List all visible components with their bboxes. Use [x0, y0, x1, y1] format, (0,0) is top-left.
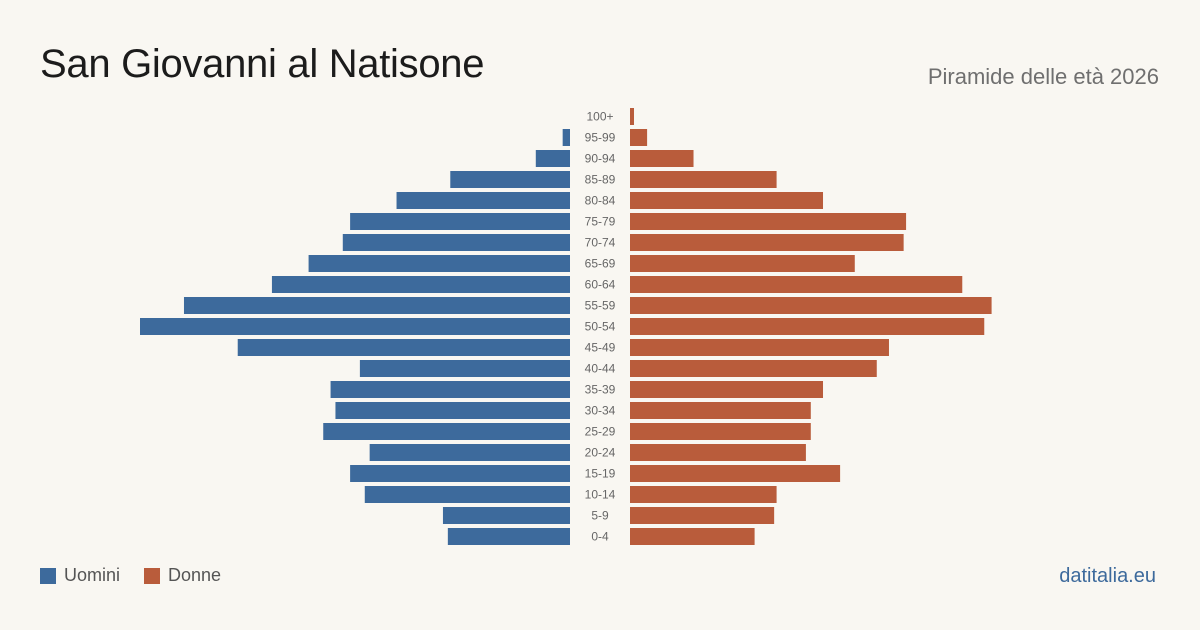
bar-women-15-19	[630, 465, 841, 482]
bar-women-25-29	[630, 423, 811, 440]
bar-men-0-4	[447, 528, 570, 545]
bar-women-35-39	[630, 381, 824, 398]
page-title: San Giovanni al Natisone	[40, 42, 485, 86]
bar-men-70-74	[342, 234, 570, 251]
bar-women-75-79	[630, 213, 907, 230]
age-group-label: 45-49	[585, 341, 616, 355]
bar-women-95-99	[630, 129, 648, 146]
legend-item-men: Uomini	[40, 565, 120, 586]
age-group-label: 5-9	[591, 509, 609, 523]
bar-men-30-34	[335, 402, 570, 419]
bar-women-5-9	[630, 507, 775, 524]
bar-men-40-44	[359, 360, 570, 377]
bar-women-50-54	[630, 318, 985, 335]
age-group-label: 60-64	[585, 278, 616, 292]
bar-women-45-49	[630, 339, 889, 356]
legend-swatch-women	[144, 567, 161, 584]
bar-men-5-9	[442, 507, 570, 524]
bar-men-75-79	[350, 213, 570, 230]
age-group-label: 70-74	[585, 236, 616, 250]
age-group-label: 40-44	[585, 362, 616, 376]
age-group-label: 20-24	[585, 446, 616, 460]
bar-women-60-64	[630, 276, 963, 293]
chart-subtitle: Piramide delle età 2026	[927, 64, 1159, 89]
bar-women-85-89	[630, 171, 777, 188]
legend-item-women: Donne	[144, 565, 221, 586]
legend-swatch-men	[40, 567, 56, 584]
legend-label-men: Uomini	[64, 565, 121, 585]
bar-women-55-59	[630, 297, 992, 314]
age-group-label: 95-99	[585, 131, 616, 145]
bar-women-30-34	[630, 402, 811, 419]
bar-women-65-69	[630, 255, 855, 272]
bar-women-100+	[630, 108, 634, 125]
bar-women-0-4	[630, 528, 755, 545]
bar-men-10-14	[364, 486, 570, 503]
legend-label-women: Donne	[168, 565, 222, 585]
bar-women-80-84	[630, 192, 824, 209]
age-group-label: 100+	[586, 110, 613, 124]
age-group-label: 80-84	[585, 194, 616, 208]
bar-men-55-59	[183, 297, 570, 314]
age-group-label: 25-29	[585, 425, 616, 439]
brand-link[interactable]: datitalia.eu	[1059, 565, 1156, 587]
bar-men-45-49	[237, 339, 570, 356]
bar-women-70-74	[630, 234, 904, 251]
age-group-label: 75-79	[585, 215, 616, 229]
age-group-label: 65-69	[585, 257, 616, 271]
bar-men-20-24	[369, 444, 570, 461]
age-group-label: 30-34	[585, 404, 616, 418]
bar-women-10-14	[630, 486, 777, 503]
bar-men-90-94	[535, 150, 570, 167]
age-group-label: 55-59	[585, 299, 616, 313]
bar-women-40-44	[630, 360, 877, 377]
chart-legend: Uomini Donne	[40, 565, 245, 586]
age-group-label: 85-89	[585, 173, 616, 187]
bar-men-50-54	[140, 318, 570, 335]
bar-men-25-29	[323, 423, 570, 440]
bar-men-35-39	[330, 381, 570, 398]
bar-men-60-64	[271, 276, 570, 293]
bar-men-95-99	[562, 129, 570, 146]
age-group-label: 90-94	[585, 152, 616, 166]
age-group-label: 15-19	[585, 467, 616, 481]
bar-women-20-24	[630, 444, 806, 461]
age-group-label: 10-14	[585, 488, 616, 502]
bar-women-90-94	[630, 150, 694, 167]
bar-men-80-84	[396, 192, 570, 209]
age-group-label: 35-39	[585, 383, 616, 397]
bar-men-65-69	[308, 255, 570, 272]
bar-men-15-19	[350, 465, 570, 482]
age-group-label: 50-54	[585, 320, 616, 334]
age-group-label: 0-4	[591, 530, 609, 544]
bar-men-85-89	[450, 171, 570, 188]
